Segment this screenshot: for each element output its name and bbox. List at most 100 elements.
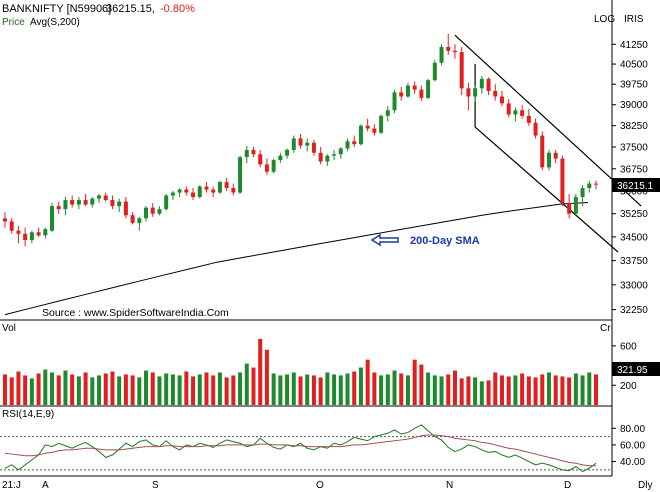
volume-bar xyxy=(9,377,14,405)
candle-body xyxy=(540,135,545,168)
volume-bar xyxy=(90,377,95,405)
candle-body xyxy=(533,122,538,136)
volume-bar xyxy=(446,374,451,405)
candle-body xyxy=(191,192,196,198)
candle-body xyxy=(184,189,189,193)
volume-bar xyxy=(264,349,269,405)
candle-body xyxy=(405,85,410,97)
candle-body xyxy=(63,200,68,210)
candle-body xyxy=(358,125,363,145)
volume-bar xyxy=(338,375,343,405)
rsi-tick-label: 40.00 xyxy=(620,457,645,468)
candle-body xyxy=(486,78,491,92)
volume-bar xyxy=(452,370,457,405)
iris-label[interactable]: IRIS xyxy=(624,14,644,25)
candle-body xyxy=(83,200,88,205)
source-credit: Source : www.SpiderSoftwareIndia.Com xyxy=(42,307,229,319)
volume-bar xyxy=(231,375,236,405)
rsi-tick-label: 80.00 xyxy=(620,424,645,435)
volume-bar xyxy=(439,376,444,405)
volume-bar xyxy=(150,372,155,405)
candle-body xyxy=(493,91,498,97)
volume-bar xyxy=(352,371,357,405)
candle-body xyxy=(553,152,558,159)
candle-body xyxy=(305,142,310,146)
candle-body xyxy=(513,110,518,115)
volume-bar xyxy=(36,373,41,405)
volume-bar xyxy=(251,367,256,405)
candle-body xyxy=(16,230,21,234)
price-axis-ticks: 41250 40500 39750 39000 38250 37500 36750 36000… xyxy=(612,40,648,316)
rsi-axis-ticks: 80.00 60.00 40.00 xyxy=(612,424,645,468)
period-label[interactable]: Dly xyxy=(638,480,652,491)
volume-bar xyxy=(392,370,397,405)
candle-body xyxy=(466,88,471,97)
candle-body xyxy=(520,110,525,116)
volume-bar xyxy=(533,377,538,405)
current-price-tag xyxy=(612,178,660,192)
x-axis-label: D xyxy=(564,480,571,491)
sma-annotation: 200-Day SMA xyxy=(410,235,480,247)
candle-body xyxy=(217,182,222,193)
volume-bar xyxy=(16,371,21,405)
candle-body xyxy=(36,232,41,236)
sma-200-line xyxy=(4,201,589,316)
candle-body xyxy=(244,149,249,158)
volume-bars xyxy=(3,338,598,405)
volume-bar xyxy=(117,376,122,405)
rsi-signal-line xyxy=(4,434,596,467)
candle-body xyxy=(399,92,404,97)
candle-body xyxy=(594,183,598,185)
candle-body xyxy=(419,89,424,98)
candle-body xyxy=(258,154,263,165)
candle-body xyxy=(318,152,323,162)
price-tick-label: 37500 xyxy=(620,143,648,154)
candle-body xyxy=(238,157,243,193)
log-scale-label[interactable]: LOG xyxy=(594,14,615,25)
candle-body xyxy=(587,183,592,189)
price-tick-label: 36000 xyxy=(620,187,648,198)
x-axis-label: A xyxy=(42,480,49,491)
sma-200-polyline xyxy=(4,201,589,316)
rsi-line xyxy=(4,424,597,473)
price-tick-label: 35250 xyxy=(620,209,648,220)
volume-bar xyxy=(486,380,491,405)
volume-bar xyxy=(97,375,102,405)
volume-bar xyxy=(412,359,417,405)
volume-bar xyxy=(238,372,243,405)
candle-body xyxy=(117,201,122,207)
volume-bar xyxy=(278,375,283,405)
volume-bar xyxy=(130,375,135,405)
candle-body xyxy=(479,78,484,89)
candle-body xyxy=(231,188,236,193)
volume-bar xyxy=(372,372,377,405)
volume-bar xyxy=(170,374,175,405)
candle-body xyxy=(473,88,478,97)
volume-bar xyxy=(271,373,276,405)
price-tick-label: 38250 xyxy=(620,121,648,132)
candle-body xyxy=(452,50,457,53)
candle-body xyxy=(345,141,350,149)
volume-bar xyxy=(3,374,7,405)
volume-bar xyxy=(520,373,525,405)
candle-body xyxy=(580,188,585,198)
volume-bar xyxy=(311,375,316,405)
x-axis-labels: 21:J A S O N D xyxy=(2,480,571,491)
volume-bar xyxy=(184,371,189,405)
price-tick-label: 34500 xyxy=(620,232,648,243)
volume-bar xyxy=(50,372,55,405)
candle-body xyxy=(459,52,464,89)
candle-body xyxy=(285,149,290,156)
rsi-tick-label: 60.00 xyxy=(620,440,645,451)
volume-bar xyxy=(553,375,558,405)
candle-body xyxy=(365,125,370,129)
candle-body xyxy=(164,195,169,210)
candle-body xyxy=(70,200,75,205)
current-volume-tag xyxy=(612,362,660,376)
candle-body xyxy=(311,142,316,153)
volume-bar xyxy=(110,371,115,405)
overlay-avg-label: Avg(S,200) xyxy=(30,17,80,28)
volume-bar xyxy=(573,373,578,405)
volume-bar xyxy=(560,376,565,405)
